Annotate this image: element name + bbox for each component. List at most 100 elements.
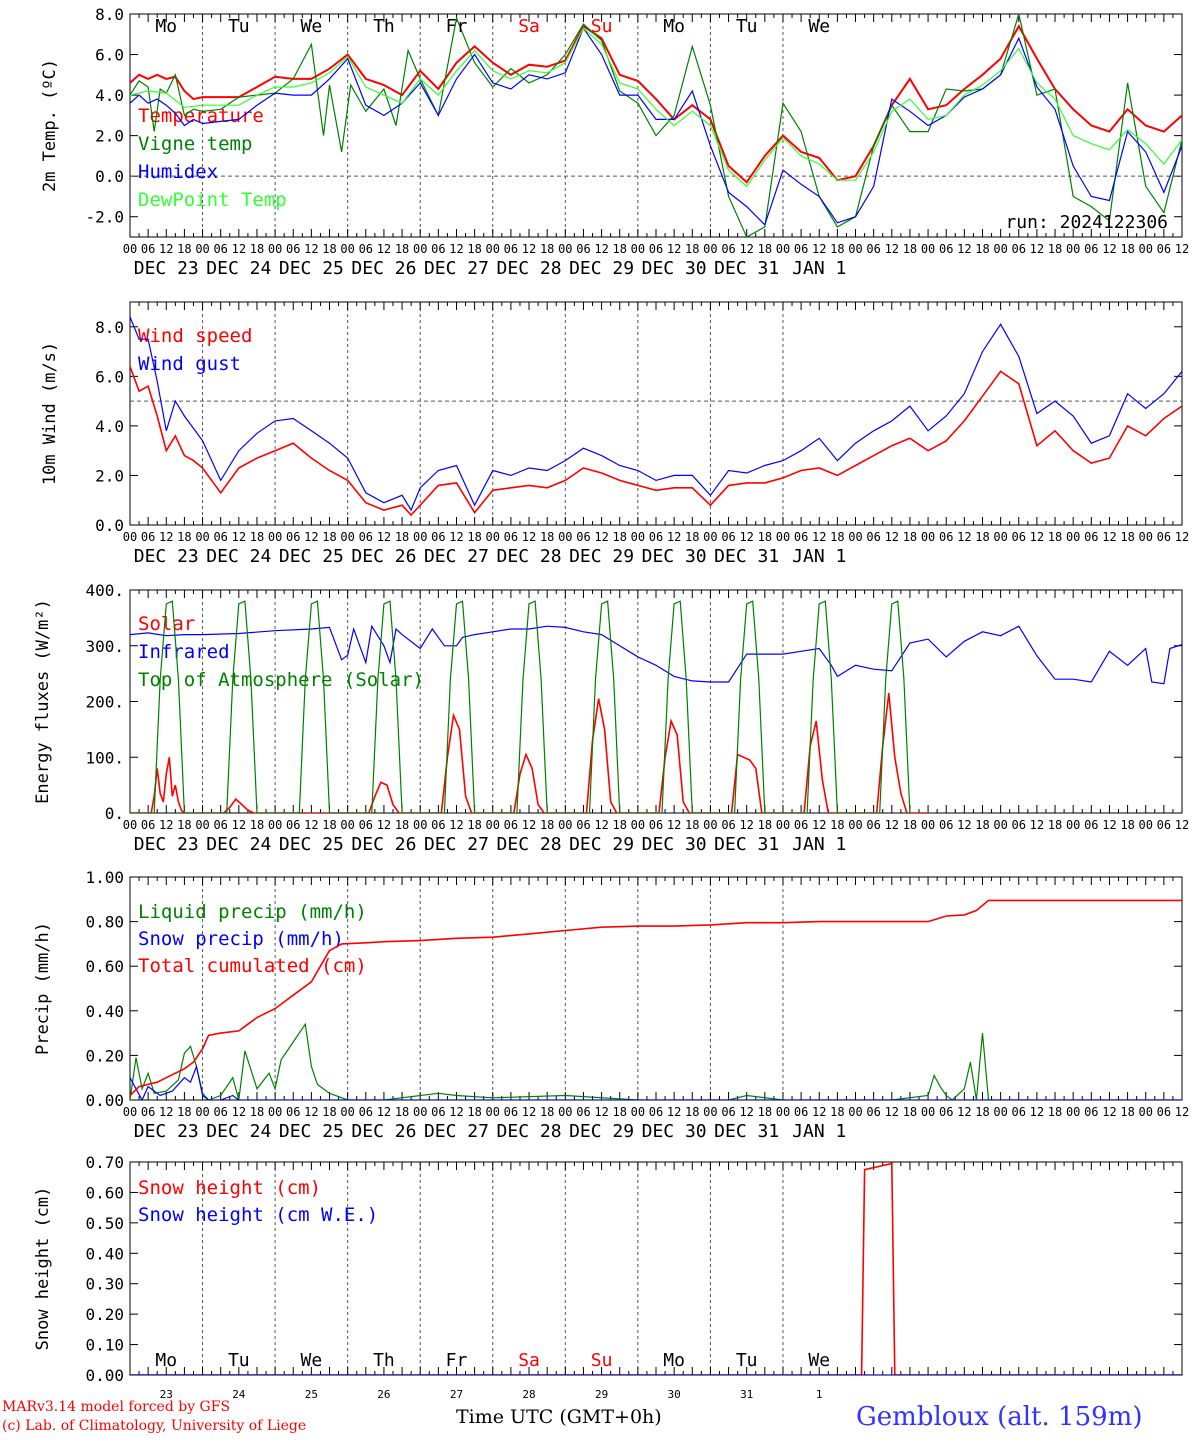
hour-tick-label: 12 — [1030, 530, 1044, 544]
date-label: DEC 31 — [714, 258, 779, 279]
day-of-week-label: Tu — [736, 1350, 758, 1371]
date-label: DEC 31 — [714, 1121, 779, 1142]
legend-entry: Humidex — [138, 161, 218, 183]
hour-tick-label: 12 — [957, 530, 971, 544]
hour-tick-label: 12 — [594, 530, 608, 544]
hour-tick-label: 00 — [195, 242, 209, 256]
series-line-solar — [130, 693, 929, 813]
hour-tick-label: 00 — [848, 242, 862, 256]
hour-tick-label: 06 — [649, 530, 663, 544]
hour-tick-label: 00 — [123, 818, 137, 832]
date-label: DEC 28 — [497, 546, 562, 567]
hour-tick-label: 12 — [159, 242, 173, 256]
hour-tick-label: 00 — [1138, 1105, 1152, 1119]
day-of-week-label: Su — [591, 1350, 613, 1371]
hour-tick-label: 00 — [848, 1105, 862, 1119]
hour-tick-label: 18 — [685, 1105, 699, 1119]
date-label: DEC 30 — [642, 1121, 707, 1142]
legend-entry: Wind speed — [138, 325, 252, 347]
hour-tick-label: 06 — [576, 818, 590, 832]
hour-tick-label: 18 — [975, 242, 989, 256]
hour-tick-label: 18 — [685, 818, 699, 832]
hour-tick-label: 12 — [1175, 1105, 1189, 1119]
hour-tick-label: 00 — [1138, 818, 1152, 832]
hour-tick-label: 06 — [213, 818, 227, 832]
hour-tick-label: 18 — [612, 530, 626, 544]
y-tick-label: 0.20 — [85, 1305, 124, 1324]
hour-tick-label: 00 — [703, 242, 717, 256]
hour-tick-label: 06 — [939, 1105, 953, 1119]
hour-tick-label: 06 — [286, 530, 300, 544]
hour-tick-label: 12 — [1030, 1105, 1044, 1119]
hour-tick-label: 00 — [1138, 530, 1152, 544]
hour-tick-label: 18 — [830, 242, 844, 256]
hour-tick-label: 00 — [703, 1105, 717, 1119]
hour-tick-label: 12 — [159, 818, 173, 832]
date-label: DEC 25 — [279, 834, 344, 855]
series-line-infrared — [130, 624, 1182, 685]
hour-tick-label: 00 — [268, 242, 282, 256]
date-label: DEC 25 — [279, 546, 344, 567]
hour-tick-label: 06 — [939, 242, 953, 256]
hour-tick-label: 12 — [1175, 818, 1189, 832]
hour-tick-label: 00 — [1066, 530, 1080, 544]
hour-tick-label: 12 — [449, 242, 463, 256]
day-of-week-label: Mo — [155, 1350, 177, 1371]
hour-tick-label: 06 — [504, 1105, 518, 1119]
hour-tick-label: 18 — [975, 1105, 989, 1119]
series-line-wind-gust — [130, 316, 1182, 512]
hour-tick-label: 00 — [848, 818, 862, 832]
hour-tick-label: 18 — [177, 242, 191, 256]
hour-tick-label: 00 — [921, 530, 935, 544]
hour-tick-label: 18 — [467, 818, 481, 832]
y-tick-label: 0.70 — [85, 1153, 124, 1172]
series-line-snow-height-cm- — [130, 1162, 1182, 1375]
hour-tick-label: 12 — [812, 818, 826, 832]
date-label: DEC 26 — [351, 546, 416, 567]
series-line-top-of-atmosphere-solar- — [130, 600, 911, 813]
y-tick-label: 6.0 — [95, 367, 124, 386]
hour-tick-label: 18 — [177, 1105, 191, 1119]
hour-tick-label: 12 — [232, 530, 246, 544]
hour-tick-label: 00 — [268, 530, 282, 544]
hour-tick-label: 06 — [141, 530, 155, 544]
plot-frame-temp — [129, 13, 1183, 238]
hour-tick-label: 18 — [177, 818, 191, 832]
hour-tick-label: 06 — [794, 818, 808, 832]
hour-tick-label: 00 — [703, 818, 717, 832]
day-number-label: 31 — [740, 1388, 753, 1401]
hour-tick-label: 18 — [322, 1105, 336, 1119]
hour-tick-label: 12 — [739, 1105, 753, 1119]
hour-tick-label: 12 — [885, 242, 899, 256]
hour-tick-label: 06 — [939, 530, 953, 544]
hour-tick-label: 06 — [1157, 242, 1171, 256]
hour-tick-label: 00 — [340, 530, 354, 544]
day-of-week-label: Mo — [663, 16, 685, 37]
hour-tick-label: 00 — [413, 1105, 427, 1119]
model-note: MARv3.14 model forced by GFS — [2, 1399, 231, 1415]
legend-entry: Wind gust — [138, 353, 241, 375]
hour-tick-label: 18 — [685, 530, 699, 544]
hour-tick-label: 00 — [558, 530, 572, 544]
hour-tick-label: 06 — [504, 818, 518, 832]
date-label: DEC 27 — [424, 546, 489, 567]
hour-tick-label: 18 — [758, 1105, 772, 1119]
hour-tick-label: 12 — [739, 242, 753, 256]
hour-tick-label: 06 — [866, 818, 880, 832]
y-tick-label: 0.0 — [95, 167, 124, 186]
y-axis-label: Precip (mm/h) — [33, 922, 53, 1055]
y-tick-label: 0.10 — [85, 1336, 124, 1355]
hour-tick-label: 00 — [413, 242, 427, 256]
hour-tick-label: 18 — [903, 1105, 917, 1119]
hour-tick-label: 06 — [1012, 1105, 1026, 1119]
hour-tick-label: 06 — [866, 1105, 880, 1119]
hour-tick-label: 00 — [921, 818, 935, 832]
hour-tick-label: 12 — [885, 818, 899, 832]
y-tick-label: 100. — [85, 748, 124, 767]
hour-tick-label: 00 — [631, 818, 645, 832]
hour-tick-label: 06 — [1157, 818, 1171, 832]
day-number-label: 23 — [160, 1388, 173, 1401]
hour-tick-label: 06 — [213, 1105, 227, 1119]
series-line-humidex — [130, 26, 1182, 226]
date-label: DEC 31 — [714, 834, 779, 855]
